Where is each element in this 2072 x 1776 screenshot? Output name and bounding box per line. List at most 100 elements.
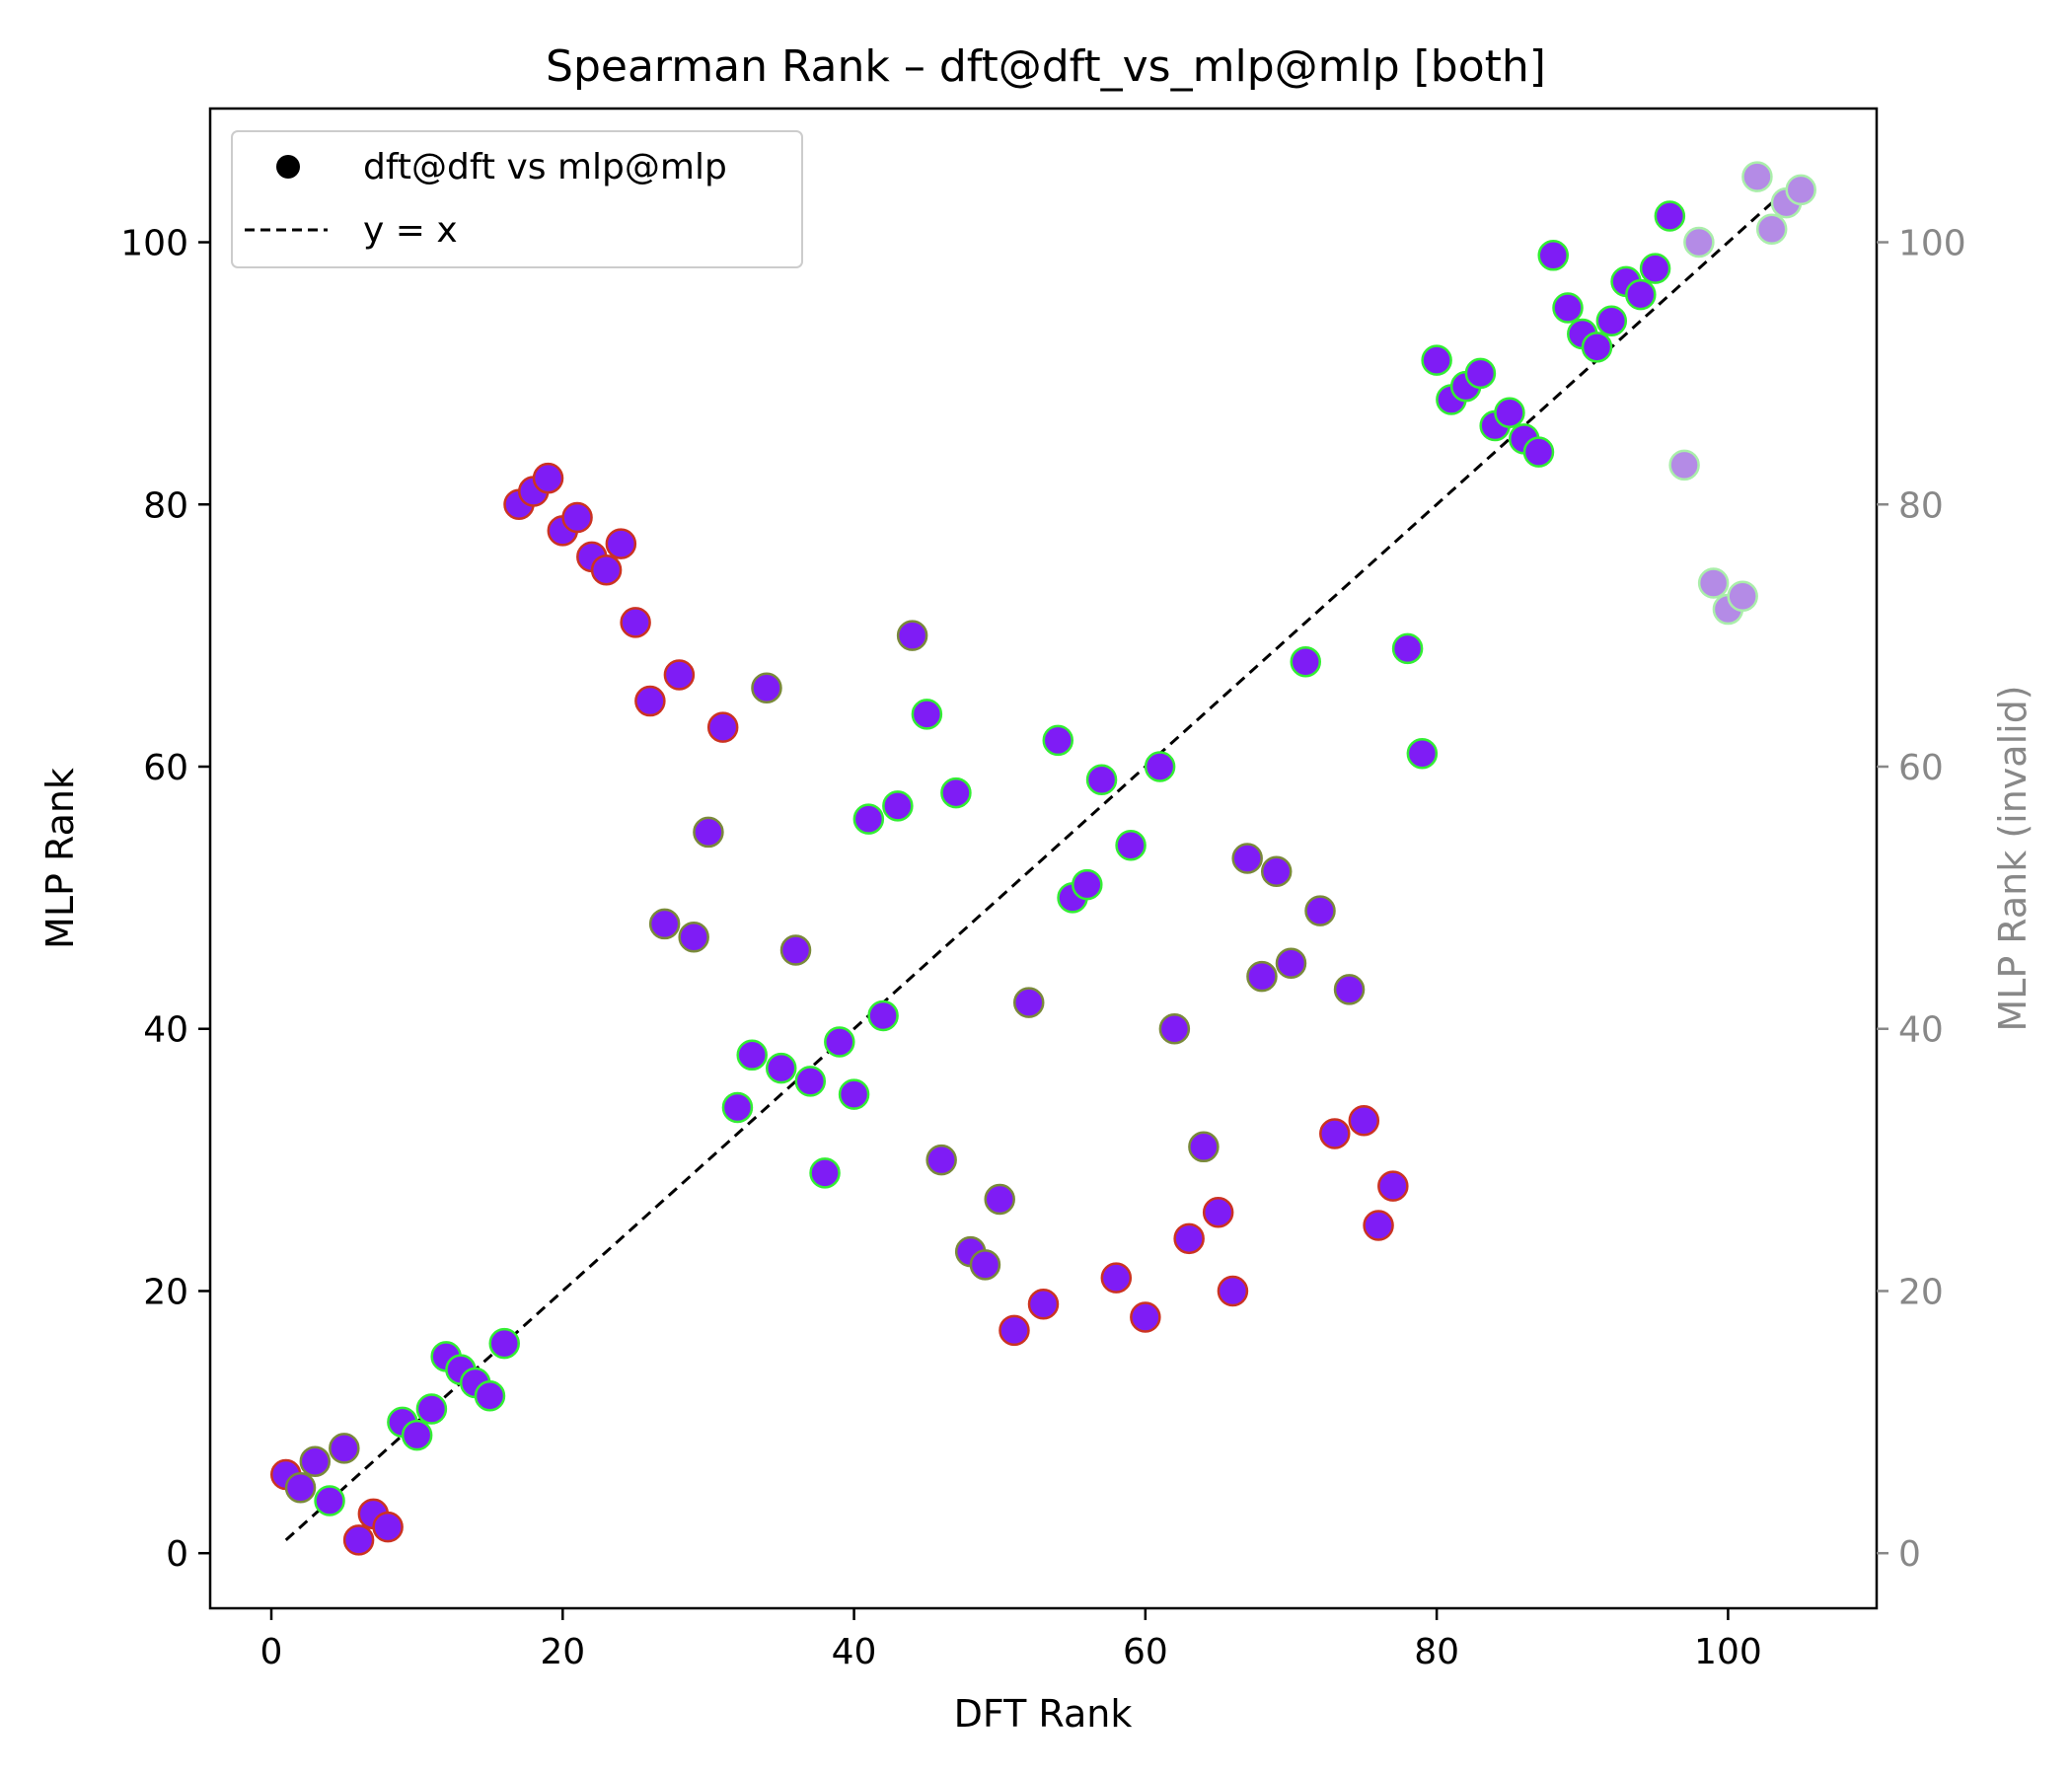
data-point [852, 803, 885, 835]
data-point [415, 1393, 448, 1425]
data-point [605, 528, 637, 559]
data-point [1085, 764, 1118, 796]
right-y-tick-label: 20 [1898, 1272, 1944, 1312]
data-point [1363, 1210, 1394, 1241]
y-axis-ticks: 0 20 40 60 80 100 [120, 224, 210, 1575]
invalid-data-point [1785, 174, 1816, 206]
data-point [1333, 974, 1366, 1005]
data-point [794, 1066, 827, 1097]
data-point [474, 1380, 506, 1412]
data-point [372, 1511, 404, 1543]
data-point [1304, 895, 1336, 926]
data-point [882, 790, 914, 822]
legend: dft@dft vs mlp@mlp y = x [231, 130, 803, 268]
data-point [648, 908, 681, 940]
data-point [1217, 1275, 1249, 1307]
plot-area-frame [208, 107, 1879, 1610]
data-point [693, 816, 724, 849]
data-point [1319, 1118, 1351, 1149]
right-y-tick-label: 100 [1898, 224, 1966, 264]
data-point [488, 1327, 520, 1360]
x-axis-label: DFT Rank [954, 1692, 1133, 1736]
right-y-axis-label: MLP Rank (invalid) [1991, 685, 2035, 1031]
invalid-data-point [1668, 449, 1700, 481]
invalid-data-point [1697, 567, 1730, 599]
data-point [1188, 1131, 1220, 1163]
data-point [751, 672, 782, 704]
data-point [1406, 737, 1439, 770]
data-point [284, 1472, 317, 1504]
right-y-axis-ticks: 0 20 40 60 80 100 [1877, 224, 1966, 1575]
data-point [925, 1144, 957, 1176]
reference-line-layer [284, 175, 1803, 1542]
data-point [1494, 397, 1525, 429]
data-point [1042, 724, 1074, 757]
data-point [1231, 843, 1263, 874]
data-point [1100, 1262, 1133, 1294]
data-point [1391, 632, 1424, 665]
data-point [1421, 344, 1452, 376]
data-point [969, 1249, 1001, 1281]
invalid-data-point [1755, 213, 1788, 245]
data-point [984, 1183, 1015, 1216]
data-point [1654, 200, 1686, 232]
data-point [1537, 240, 1569, 271]
y-tick-label: 100 [120, 224, 188, 264]
right-y-tick-label: 80 [1898, 485, 1944, 526]
reference-line-y-equals-x [284, 175, 1803, 1542]
y-tick-label: 60 [143, 748, 188, 788]
legend-marker-circle [276, 155, 300, 179]
data-points-layer [270, 161, 1816, 1556]
data-point [1581, 332, 1613, 363]
y-axis-label: MLP Rank [38, 768, 82, 949]
data-point [1202, 1196, 1234, 1228]
data-point [824, 1026, 855, 1058]
data-point [1290, 645, 1322, 678]
right-y-tick-label: 0 [1898, 1534, 1921, 1575]
data-point [1246, 960, 1278, 993]
y-tick-label: 0 [166, 1534, 188, 1575]
data-point [867, 999, 899, 1032]
data-point [706, 711, 739, 743]
data-point [1552, 292, 1584, 324]
data-point [1173, 1222, 1205, 1255]
data-point [299, 1445, 332, 1477]
y-tick-label: 40 [143, 1010, 188, 1051]
x-tick-label: 80 [1414, 1632, 1459, 1672]
data-point [1348, 1104, 1380, 1137]
y-tick-label: 80 [143, 485, 188, 526]
legend-box [231, 130, 803, 268]
legend-label-reference: y = x [363, 210, 458, 251]
data-point [1625, 278, 1657, 311]
data-point [1522, 436, 1555, 468]
data-point [1115, 829, 1147, 861]
data-point [1158, 1012, 1191, 1045]
right-y-tick-label: 60 [1898, 748, 1944, 788]
data-point [999, 1314, 1030, 1347]
data-point [896, 620, 928, 651]
data-point [620, 607, 651, 638]
x-axis-ticks: 0 20 40 60 80 100 [260, 1608, 1762, 1672]
y-tick-label: 20 [143, 1272, 188, 1312]
data-point [1012, 987, 1045, 1018]
data-point [663, 659, 696, 691]
data-point [1027, 1288, 1060, 1320]
invalid-data-point [1683, 226, 1715, 259]
data-point [809, 1157, 841, 1189]
data-point [1595, 305, 1628, 336]
legend-label-series: dft@dft vs mlp@mlp [363, 147, 727, 187]
data-point [1377, 1170, 1409, 1202]
data-point [1260, 855, 1293, 888]
data-point [678, 921, 709, 953]
chart-title: Spearman Rank – dft@dft_vs_mlp@mlp [both… [546, 41, 1546, 92]
x-tick-label: 0 [260, 1632, 283, 1672]
right-y-tick-label: 40 [1898, 1010, 1944, 1051]
data-point [765, 1052, 797, 1084]
data-point [1464, 357, 1497, 390]
data-point [1639, 253, 1671, 284]
x-tick-label: 60 [1123, 1632, 1168, 1672]
data-point [634, 685, 666, 717]
data-point [401, 1419, 433, 1451]
